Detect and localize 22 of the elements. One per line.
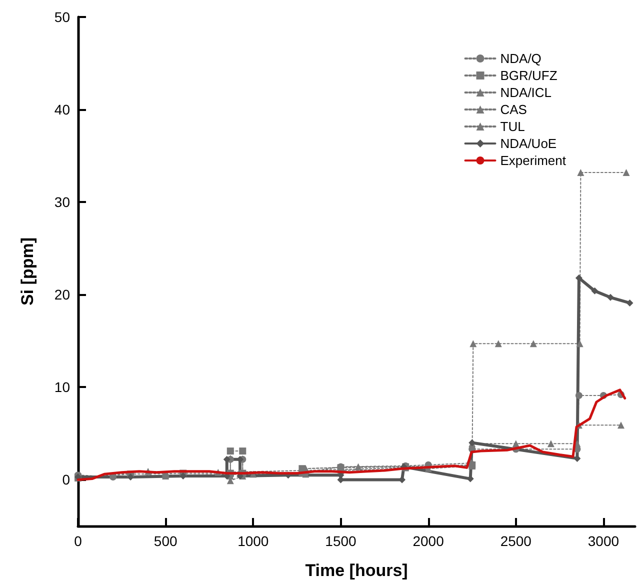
legend-label: TUL <box>500 119 525 134</box>
y-tick-label: 50 <box>54 9 70 25</box>
x-tick-label: 2500 <box>500 533 532 549</box>
legend-label: NDA/UoE <box>500 136 557 151</box>
legend-label: BGR/UFZ <box>500 68 558 83</box>
x-tick-label: 0 <box>74 533 82 549</box>
y-tick-label: 20 <box>54 286 70 303</box>
y-tick-label: 40 <box>54 102 70 118</box>
legend-label: NDA/Q <box>500 51 542 66</box>
x-tick-label: 3000 <box>588 533 620 549</box>
y-tick-label: 10 <box>54 379 70 396</box>
x-tick-label: 1000 <box>238 533 269 549</box>
x-tick-label: 2000 <box>412 533 444 549</box>
x-tick-label: 500 <box>154 533 178 549</box>
legend-label: Experiment <box>500 153 566 168</box>
y-tick-label: 30 <box>54 194 70 210</box>
x-tick-label: 1500 <box>325 533 357 549</box>
x-axis-title: Time [hours] <box>305 561 408 580</box>
legend-label: NDA/ICL <box>500 85 552 100</box>
y-axis-title: Si [ppm] <box>18 238 37 306</box>
y-tick-label: 0 <box>62 472 70 488</box>
legend-label: CAS <box>500 102 528 117</box>
